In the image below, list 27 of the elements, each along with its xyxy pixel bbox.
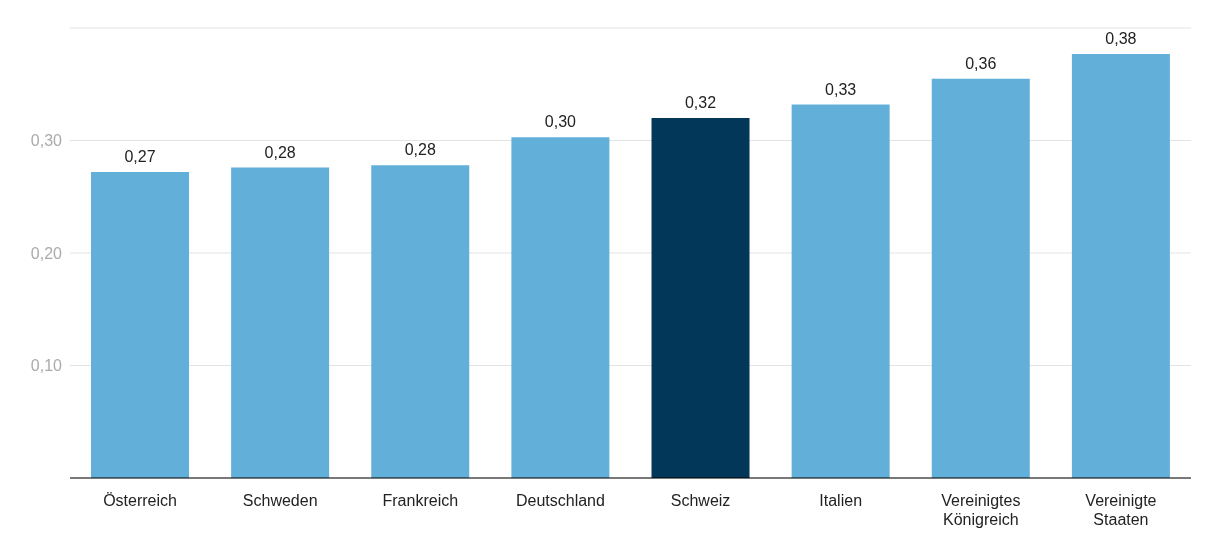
data-label: 0,28	[264, 143, 296, 161]
x-tick-label: Österreich	[103, 492, 177, 509]
bar	[1071, 53, 1170, 478]
x-tick-label: Frankreich	[382, 492, 459, 509]
data-label: 0,30	[544, 113, 577, 131]
data-label: 0,27	[124, 148, 156, 165]
x-tick-label: Italien	[819, 492, 863, 509]
x-tick-label: Schweden	[242, 492, 318, 509]
y-tick-label: 0,20	[30, 244, 63, 262]
x-tick-label: Deutschland	[515, 492, 605, 509]
bar	[371, 165, 470, 478]
bar	[791, 104, 890, 478]
data-label: 0,38	[1105, 29, 1137, 47]
x-tick-label: Schweiz	[670, 492, 731, 509]
data-label: 0,32	[684, 94, 717, 111]
bar	[931, 78, 1030, 478]
y-tick-label: 0,30	[30, 132, 63, 150]
bar	[91, 172, 190, 478]
x-tick-label: Vereinigte Staaten	[1085, 492, 1157, 528]
y-tick-label: 0,10	[30, 357, 63, 375]
data-label: 0,28	[404, 141, 436, 159]
data-label: 0,33	[825, 80, 857, 98]
bar	[231, 167, 330, 478]
x-tick-label: Vereinigtes Königreich	[941, 492, 1021, 528]
bar	[651, 118, 750, 478]
bar	[511, 137, 610, 478]
data-label: 0,36	[965, 54, 997, 72]
